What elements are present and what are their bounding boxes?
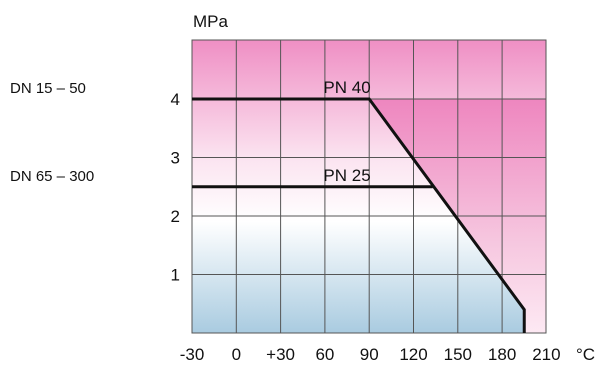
grid	[192, 40, 546, 333]
series-label-2: PN 25	[323, 166, 370, 185]
x-tick-label: +30	[266, 345, 295, 364]
y-tick-labels: 1 2 3 4	[171, 90, 180, 285]
x-tick-label: 60	[315, 345, 334, 364]
side-label-2: DN 65 – 300	[10, 168, 94, 185]
series-label-1: PN 40	[323, 78, 370, 97]
x-tick-label: 90	[360, 345, 379, 364]
x-tick-label: -30	[180, 345, 205, 364]
series-labels: PN 40 PN 25	[323, 78, 370, 185]
x-tick-label: 0	[232, 345, 241, 364]
series-line-1	[192, 97, 526, 333]
x-tick-label: 210	[532, 345, 560, 364]
y-tick-label: 4	[171, 90, 180, 109]
y-tick-label: 1	[171, 266, 180, 285]
x-tick-label: 120	[399, 345, 427, 364]
x-axis-unit-label: °C	[576, 345, 595, 364]
x-tick-label: 180	[488, 345, 516, 364]
y-tick-label: 2	[171, 207, 180, 226]
series-lines	[192, 97, 526, 333]
x-tick-labels: -30 0 +30 60 90 120 150 180 210	[180, 345, 561, 364]
y-tick-label: 3	[171, 149, 180, 168]
y-axis-label: MPa	[193, 12, 229, 31]
side-label-1: DN 15 – 50	[10, 80, 86, 97]
side-labels: DN 15 – 50 DN 65 – 300	[10, 80, 94, 185]
x-tick-label: 150	[444, 345, 472, 364]
